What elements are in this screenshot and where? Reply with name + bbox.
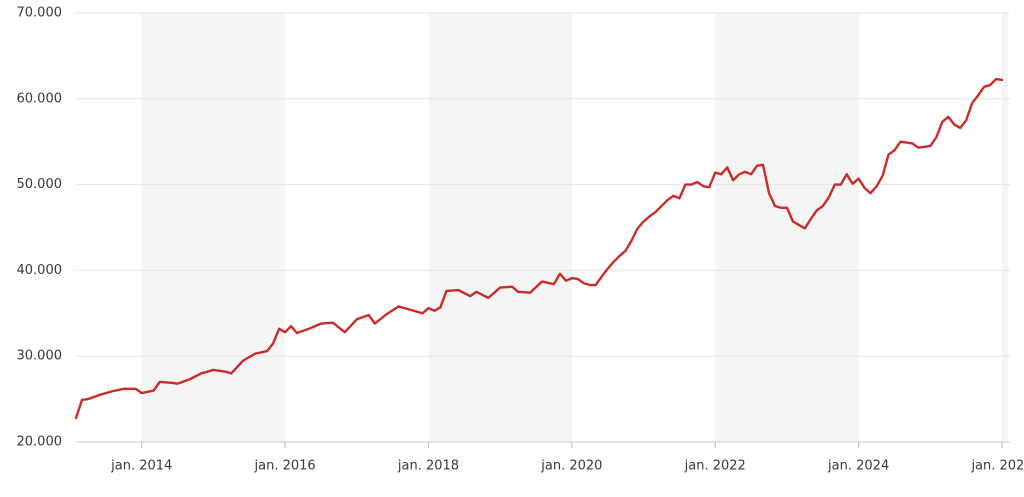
x-tick-label: jan. 2024 bbox=[827, 459, 889, 474]
x-tick-label: jan. 2016 bbox=[254, 459, 316, 474]
year-band bbox=[715, 13, 859, 442]
y-tick-label: 40.000 bbox=[17, 263, 63, 278]
y-tick-label: 70.000 bbox=[17, 6, 63, 21]
x-tick-label: jan. 2020 bbox=[540, 459, 602, 474]
x-tick-label: jan. 2026 bbox=[970, 459, 1024, 474]
axes: 20.000 30.000 40.000 50.000 60.000 70.000 jan.… bbox=[17, 6, 1024, 474]
year-band bbox=[1002, 13, 1008, 442]
x-tick-label: jan. 2022 bbox=[684, 459, 746, 474]
y-tick-label: 60.000 bbox=[17, 91, 63, 106]
y-tick-label: 30.000 bbox=[17, 349, 63, 364]
year-band bbox=[428, 13, 572, 442]
y-tick-label: 50.000 bbox=[17, 177, 63, 192]
year-band bbox=[141, 13, 286, 442]
y-tick-label: 20.000 bbox=[17, 435, 63, 450]
year-bands bbox=[141, 13, 1008, 442]
x-tick-label: jan. 2014 bbox=[110, 459, 172, 474]
x-tick-label: jan. 2018 bbox=[397, 459, 459, 474]
plot-area bbox=[74, 77, 1004, 420]
data-line bbox=[74, 77, 1004, 420]
